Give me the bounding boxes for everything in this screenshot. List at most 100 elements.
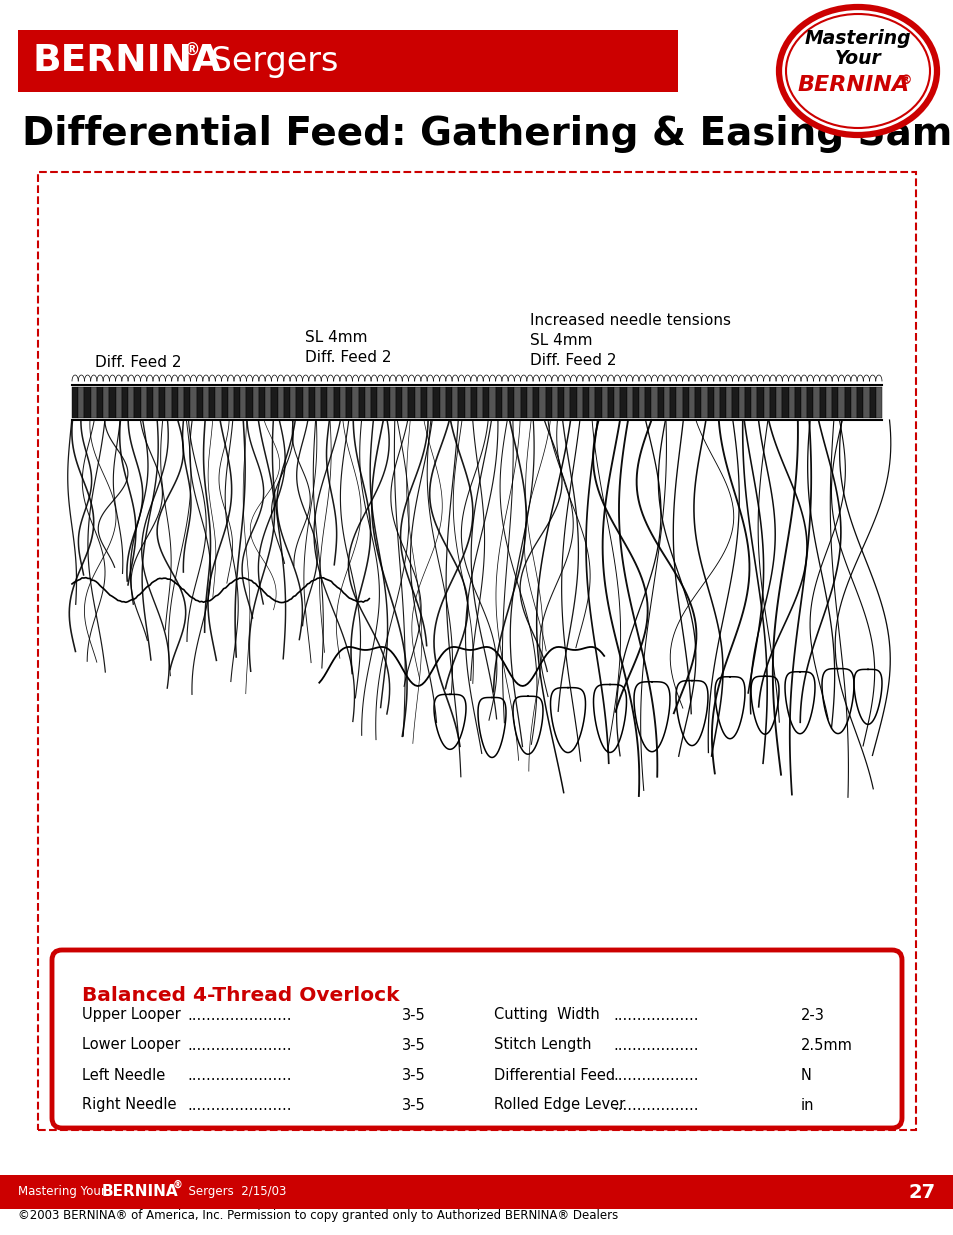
Text: SL 4mm: SL 4mm bbox=[305, 330, 367, 345]
Bar bbox=[607, 387, 614, 417]
Bar bbox=[203, 387, 209, 417]
Bar bbox=[538, 387, 545, 417]
Text: 2.5mm: 2.5mm bbox=[800, 1037, 851, 1052]
Bar bbox=[228, 387, 233, 417]
Bar bbox=[825, 387, 831, 417]
Bar bbox=[339, 387, 346, 417]
Text: 3-5: 3-5 bbox=[401, 1098, 425, 1113]
Bar bbox=[875, 387, 882, 417]
Bar bbox=[788, 387, 794, 417]
Bar bbox=[0, 1174, 953, 1209]
Bar bbox=[576, 387, 582, 417]
FancyBboxPatch shape bbox=[52, 950, 901, 1128]
Bar bbox=[408, 387, 415, 417]
Bar bbox=[134, 387, 140, 417]
Bar bbox=[71, 387, 78, 417]
Text: N: N bbox=[800, 1067, 810, 1083]
Bar bbox=[720, 387, 725, 417]
Bar bbox=[688, 387, 695, 417]
Ellipse shape bbox=[785, 14, 929, 128]
Bar bbox=[184, 387, 191, 417]
Text: Rolled Edge Lever: Rolled Edge Lever bbox=[493, 1098, 629, 1113]
Bar bbox=[644, 387, 651, 417]
Text: 3-5: 3-5 bbox=[401, 1008, 425, 1023]
Bar bbox=[103, 387, 110, 417]
Text: ®: ® bbox=[899, 74, 911, 86]
Bar bbox=[284, 387, 290, 417]
Bar bbox=[122, 387, 128, 417]
Bar bbox=[526, 387, 533, 417]
Bar bbox=[246, 387, 253, 417]
Bar bbox=[725, 387, 732, 417]
Bar bbox=[589, 387, 595, 417]
Bar bbox=[470, 387, 476, 417]
Text: Increased needle tensions: Increased needle tensions bbox=[530, 312, 730, 329]
Text: ®: ® bbox=[172, 1179, 183, 1191]
Text: SL 4mm: SL 4mm bbox=[530, 333, 592, 348]
Bar bbox=[364, 387, 371, 417]
Bar bbox=[147, 387, 152, 417]
Bar bbox=[626, 387, 632, 417]
Bar bbox=[601, 387, 607, 417]
Bar bbox=[663, 387, 669, 417]
Text: 3-5: 3-5 bbox=[401, 1067, 425, 1083]
Bar bbox=[775, 387, 781, 417]
Bar bbox=[115, 387, 122, 417]
Bar bbox=[738, 387, 744, 417]
Bar bbox=[813, 387, 819, 417]
Text: Mastering Your: Mastering Your bbox=[18, 1186, 110, 1198]
Bar bbox=[152, 387, 159, 417]
Bar bbox=[302, 387, 309, 417]
Bar bbox=[452, 387, 457, 417]
Text: BERNINA: BERNINA bbox=[32, 43, 221, 79]
Bar bbox=[657, 387, 663, 417]
Bar bbox=[757, 387, 762, 417]
Text: ......................: ...................... bbox=[187, 1098, 292, 1113]
Text: ..................: .................. bbox=[613, 1008, 699, 1023]
Bar bbox=[819, 387, 825, 417]
Bar bbox=[371, 387, 377, 417]
Bar bbox=[140, 387, 147, 417]
Bar bbox=[750, 387, 757, 417]
Text: ......................: ...................... bbox=[187, 1067, 292, 1083]
Text: Balanced 4-Thread Overlock: Balanced 4-Thread Overlock bbox=[82, 986, 399, 1005]
Text: Lower Looper: Lower Looper bbox=[82, 1037, 185, 1052]
Bar bbox=[489, 387, 496, 417]
Bar bbox=[632, 387, 639, 417]
Text: Left Needle: Left Needle bbox=[82, 1067, 170, 1083]
Bar bbox=[762, 387, 769, 417]
Bar bbox=[483, 387, 489, 417]
Bar bbox=[221, 387, 228, 417]
Text: Diff. Feed 2: Diff. Feed 2 bbox=[305, 350, 391, 366]
Bar bbox=[402, 387, 408, 417]
Bar bbox=[277, 387, 284, 417]
Text: Stitch Length: Stitch Length bbox=[493, 1037, 595, 1052]
Bar bbox=[843, 387, 850, 417]
Text: ......................: ...................... bbox=[187, 1037, 292, 1052]
Bar bbox=[290, 387, 296, 417]
Bar bbox=[794, 387, 801, 417]
Text: Sergers: Sergers bbox=[200, 44, 338, 78]
Bar bbox=[831, 387, 838, 417]
Text: 27: 27 bbox=[908, 1182, 935, 1202]
Bar bbox=[651, 387, 657, 417]
Bar bbox=[769, 387, 775, 417]
Text: ..................: .................. bbox=[613, 1037, 699, 1052]
Bar bbox=[395, 387, 402, 417]
Bar bbox=[707, 387, 713, 417]
Bar bbox=[265, 387, 271, 417]
Bar bbox=[676, 387, 682, 417]
Text: ..................: .................. bbox=[613, 1098, 699, 1113]
Bar bbox=[457, 387, 464, 417]
Bar bbox=[508, 387, 514, 417]
Bar bbox=[78, 387, 85, 417]
Bar bbox=[433, 387, 439, 417]
Bar bbox=[233, 387, 240, 417]
Bar bbox=[191, 387, 196, 417]
Bar bbox=[271, 387, 277, 417]
Bar bbox=[159, 387, 165, 417]
Bar bbox=[296, 387, 302, 417]
Text: Cutting  Width: Cutting Width bbox=[493, 1008, 603, 1023]
Bar bbox=[240, 387, 246, 417]
Bar bbox=[321, 387, 327, 417]
